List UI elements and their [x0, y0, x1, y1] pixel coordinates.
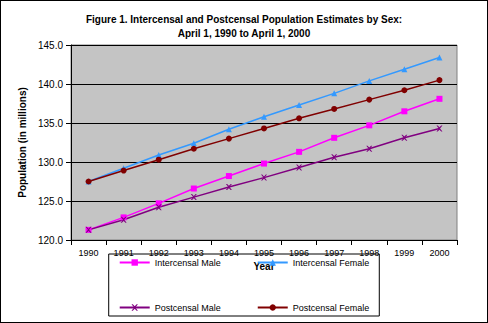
svg-text:1997: 1997 [324, 247, 345, 258]
svg-text:1994: 1994 [218, 247, 239, 258]
svg-text:120.0: 120.0 [38, 235, 63, 246]
svg-text:1990: 1990 [79, 248, 99, 258]
svg-text:125.0: 125.0 [38, 196, 63, 207]
svg-text:Postcensal Female: Postcensal Female [293, 303, 370, 313]
svg-text:2000: 2000 [429, 248, 449, 258]
svg-text:1998: 1998 [359, 247, 380, 258]
svg-text:1996: 1996 [289, 247, 310, 258]
svg-text:140.0: 140.0 [38, 79, 63, 90]
svg-text:135.0: 135.0 [38, 118, 63, 129]
svg-text:Postcensal Male: Postcensal Male [155, 303, 221, 313]
svg-text:1995: 1995 [254, 247, 274, 258]
svg-text:Population (in millions): Population (in millions) [17, 87, 28, 198]
svg-text:Figure 1. Intercensal and Post: Figure 1. Intercensal and Postcensal Pop… [86, 14, 402, 25]
svg-text:April 1, 1990 to April 1, 2000: April 1, 1990 to April 1, 2000 [178, 28, 311, 39]
svg-text:1991: 1991 [113, 247, 134, 258]
svg-text:145.0: 145.0 [38, 40, 63, 51]
svg-text:1992: 1992 [148, 247, 169, 258]
svg-text:1993: 1993 [183, 247, 204, 258]
svg-text:Intercensal Male: Intercensal Male [155, 258, 221, 268]
svg-text:130.0: 130.0 [38, 157, 63, 168]
svg-text:1999: 1999 [394, 248, 414, 258]
svg-text:Intercensal Female: Intercensal Female [293, 258, 370, 268]
